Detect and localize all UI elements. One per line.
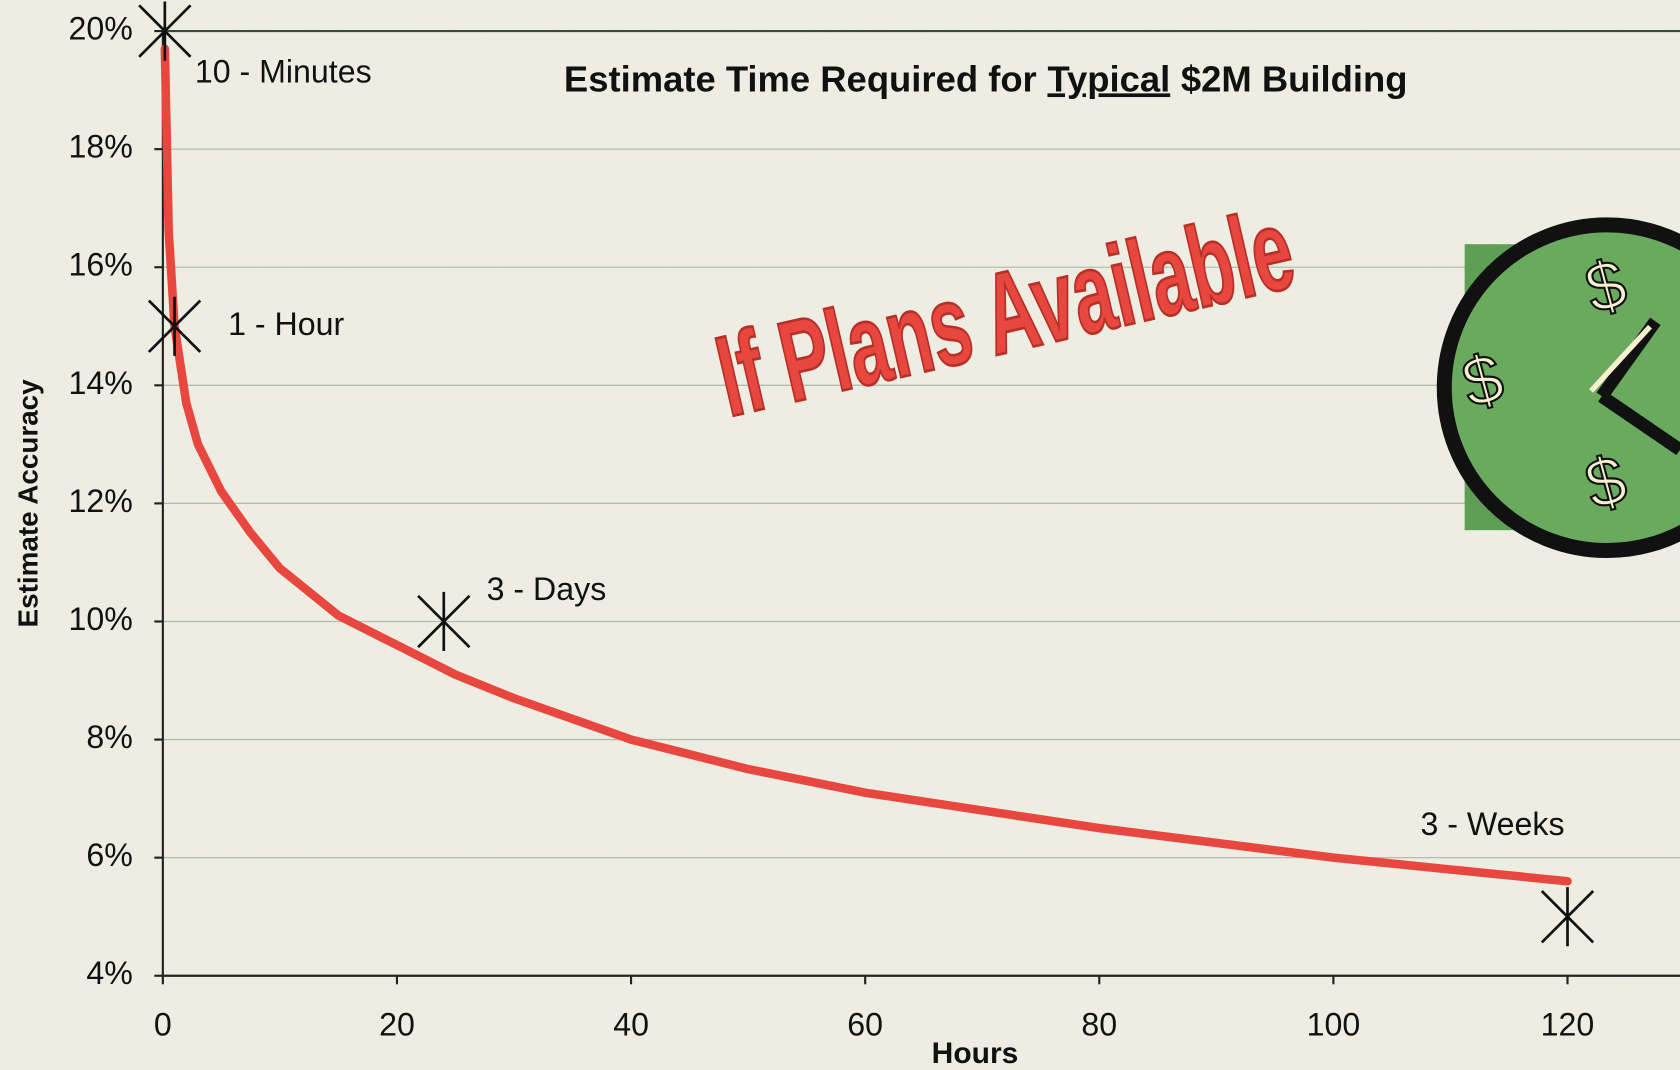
y-tick-label: 10% (69, 601, 133, 637)
x-tick-label: 40 (613, 1007, 649, 1043)
y-axis-label: Estimate Accuracy (12, 379, 43, 628)
clock-face (1436, 217, 1680, 558)
y-tick-label: 18% (69, 129, 133, 165)
milestone-marker (147, 296, 202, 356)
title-part: Estimate Time Required for (564, 58, 1037, 99)
milestone-marker (417, 591, 471, 652)
milestone-marker (138, 1, 192, 61)
y-tick-label: 20% (69, 11, 133, 47)
y-tick-label: 16% (69, 247, 133, 283)
milestone-label: 10 - Minutes (195, 53, 372, 89)
curve (160, 44, 1572, 886)
y-tick-label: 8% (86, 719, 132, 755)
x-tick-label: 20 (379, 1007, 415, 1043)
y-tick-label: 12% (69, 483, 133, 519)
title-part: $2M Building (1181, 58, 1408, 99)
milestone-marker (1540, 887, 1595, 947)
title-part: Typical (1047, 58, 1170, 99)
milestone-label: 3 - Days (487, 571, 607, 607)
x-tick-label: 60 (847, 1007, 883, 1043)
chart-title: Estimate Time Required for Typical $2M Bui… (564, 58, 1408, 99)
y-tick-label: 14% (69, 365, 133, 401)
x-tick-label: 100 (1307, 1007, 1361, 1043)
y-tick-label: 4% (86, 955, 132, 991)
x-tick-label: 0 (154, 1007, 172, 1043)
clock-hand-highlight (1589, 324, 1652, 393)
x-axis-label: Hours (932, 1037, 1019, 1070)
milestone-label: 1 - Hour (228, 306, 344, 342)
grid (162, 29, 1680, 977)
x-tick-label: 120 (1541, 1007, 1595, 1043)
clock: $ $ $ (1436, 217, 1680, 558)
milestone-label: 3 - Weeks (1420, 806, 1564, 842)
x-tick-label: 80 (1081, 1007, 1117, 1043)
y-tick-label: 6% (86, 837, 132, 873)
